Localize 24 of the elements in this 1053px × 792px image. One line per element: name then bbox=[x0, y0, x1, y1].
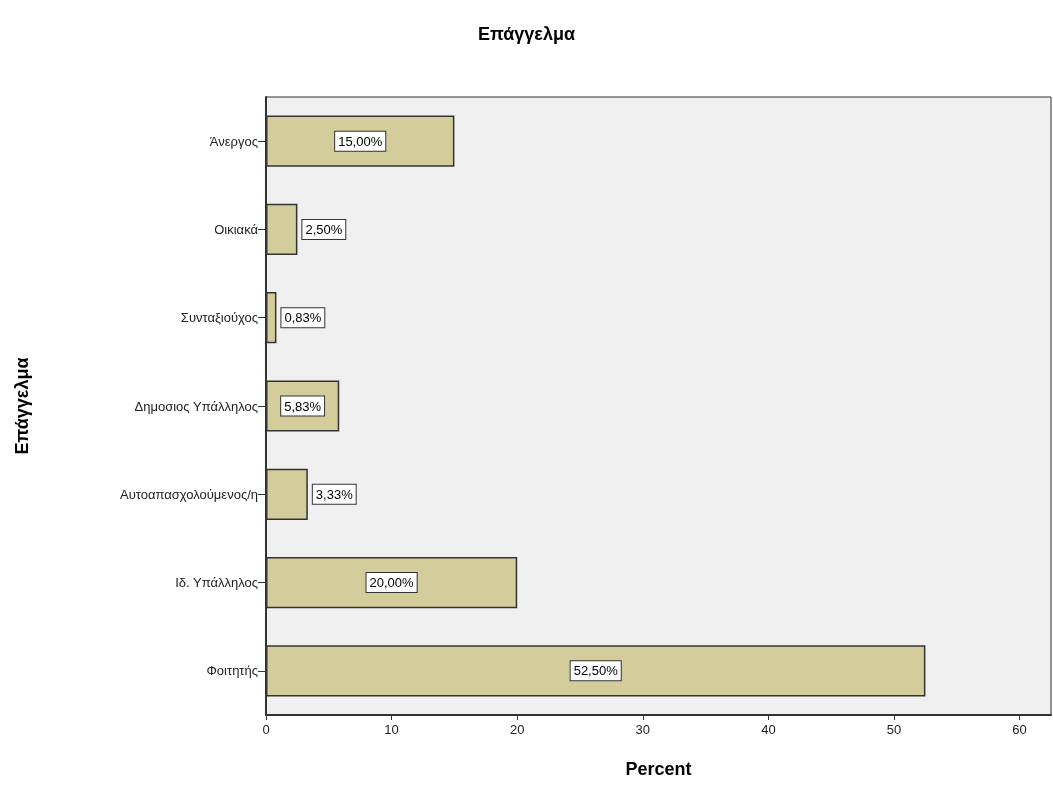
x-tick-label: 30 bbox=[635, 722, 651, 737]
data-label: 3,33% bbox=[315, 486, 354, 502]
data-label: 2,50% bbox=[305, 221, 343, 237]
y-tick-label: Φοιτητής bbox=[206, 663, 258, 679]
y-axis-title: Επάγγελμα bbox=[12, 357, 32, 455]
y-tick-label: Οικιακά bbox=[214, 221, 259, 237]
y-tick-label: Δημοσιος Υπάλληλος bbox=[134, 398, 258, 414]
data-label: 0,83% bbox=[284, 310, 322, 326]
x-tick-label: 60 bbox=[1012, 722, 1027, 737]
data-label: 15,00% bbox=[338, 133, 383, 149]
x-tick-label: 0 bbox=[262, 722, 270, 737]
y-tick-label: Συνταξιούχος bbox=[180, 310, 258, 326]
x-tick-label: 20 bbox=[509, 722, 525, 737]
data-label: 52,50% bbox=[573, 663, 619, 679]
x-axis-title: Percent bbox=[625, 759, 692, 779]
chart-title: Επάγγελμα bbox=[477, 24, 576, 44]
data-label: 5,83% bbox=[284, 398, 322, 414]
x-tick-label: 40 bbox=[761, 722, 776, 737]
y-tick-label: Αυτοαπασχολούμενος/η bbox=[119, 486, 258, 502]
y-tick-label: Άνεργος bbox=[209, 133, 258, 149]
data-label: 20,00% bbox=[369, 575, 415, 591]
x-tick-label: 10 bbox=[384, 722, 399, 737]
x-tick-label: 50 bbox=[886, 722, 902, 737]
y-tick-label: Ιδ. Υπάλληλος bbox=[175, 575, 258, 591]
